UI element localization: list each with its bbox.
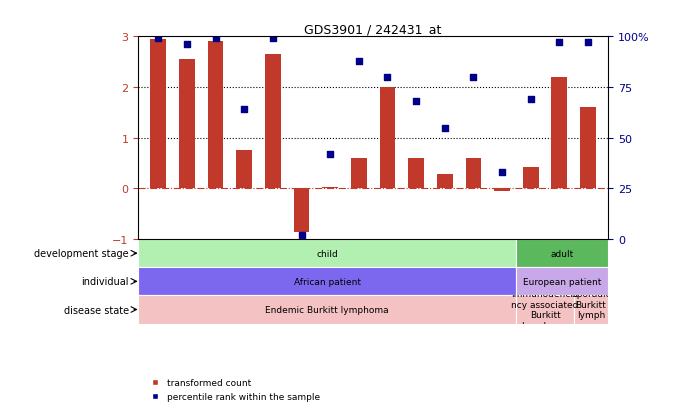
Bar xyxy=(551,78,567,189)
Point xyxy=(153,36,164,43)
Bar xyxy=(516,268,608,296)
Bar xyxy=(151,40,166,189)
Text: Endemic Burkitt lymphoma: Endemic Burkitt lymphoma xyxy=(265,305,389,314)
Point xyxy=(353,58,364,65)
Text: Sporadic
Burkitt
lymph
oma: Sporadic Burkitt lymph oma xyxy=(571,290,611,330)
Point xyxy=(325,151,336,158)
Bar xyxy=(138,296,516,324)
Bar xyxy=(494,189,510,192)
Point xyxy=(439,125,451,131)
Text: Immunodeficie
ncy associated
Burkitt
lymphoma: Immunodeficie ncy associated Burkitt lym… xyxy=(511,290,579,330)
Bar xyxy=(322,188,338,189)
Bar xyxy=(516,296,574,324)
Bar xyxy=(351,159,367,189)
Point xyxy=(238,107,249,113)
Point xyxy=(296,232,307,239)
Title: GDS3901 / 242431_at: GDS3901 / 242431_at xyxy=(305,23,442,36)
Point xyxy=(525,97,536,103)
Bar xyxy=(294,189,310,232)
Bar xyxy=(208,42,223,189)
Point xyxy=(410,99,422,105)
Bar xyxy=(408,159,424,189)
Point xyxy=(267,36,278,43)
Text: development stage: development stage xyxy=(34,249,129,259)
Bar xyxy=(236,151,252,189)
Text: African patient: African patient xyxy=(294,277,361,286)
Point xyxy=(210,36,221,43)
Bar xyxy=(516,240,608,268)
Point xyxy=(382,74,393,81)
Bar xyxy=(580,108,596,189)
Bar xyxy=(574,296,608,324)
Text: disease state: disease state xyxy=(64,305,129,315)
Bar xyxy=(138,240,516,268)
Bar xyxy=(179,60,195,189)
Bar xyxy=(138,268,516,296)
Point xyxy=(181,42,192,49)
Point xyxy=(554,40,565,47)
Text: individual: individual xyxy=(82,277,129,287)
Point xyxy=(497,169,508,176)
Text: European patient: European patient xyxy=(523,277,601,286)
Text: adult: adult xyxy=(551,249,574,258)
Text: child: child xyxy=(316,249,338,258)
Bar xyxy=(379,88,395,189)
Point xyxy=(468,74,479,81)
Point xyxy=(583,40,594,47)
Bar xyxy=(466,159,482,189)
Legend: transformed count, percentile rank within the sample: transformed count, percentile rank withi… xyxy=(143,375,324,404)
Bar xyxy=(265,55,281,189)
Bar xyxy=(523,168,538,189)
Bar xyxy=(437,175,453,189)
